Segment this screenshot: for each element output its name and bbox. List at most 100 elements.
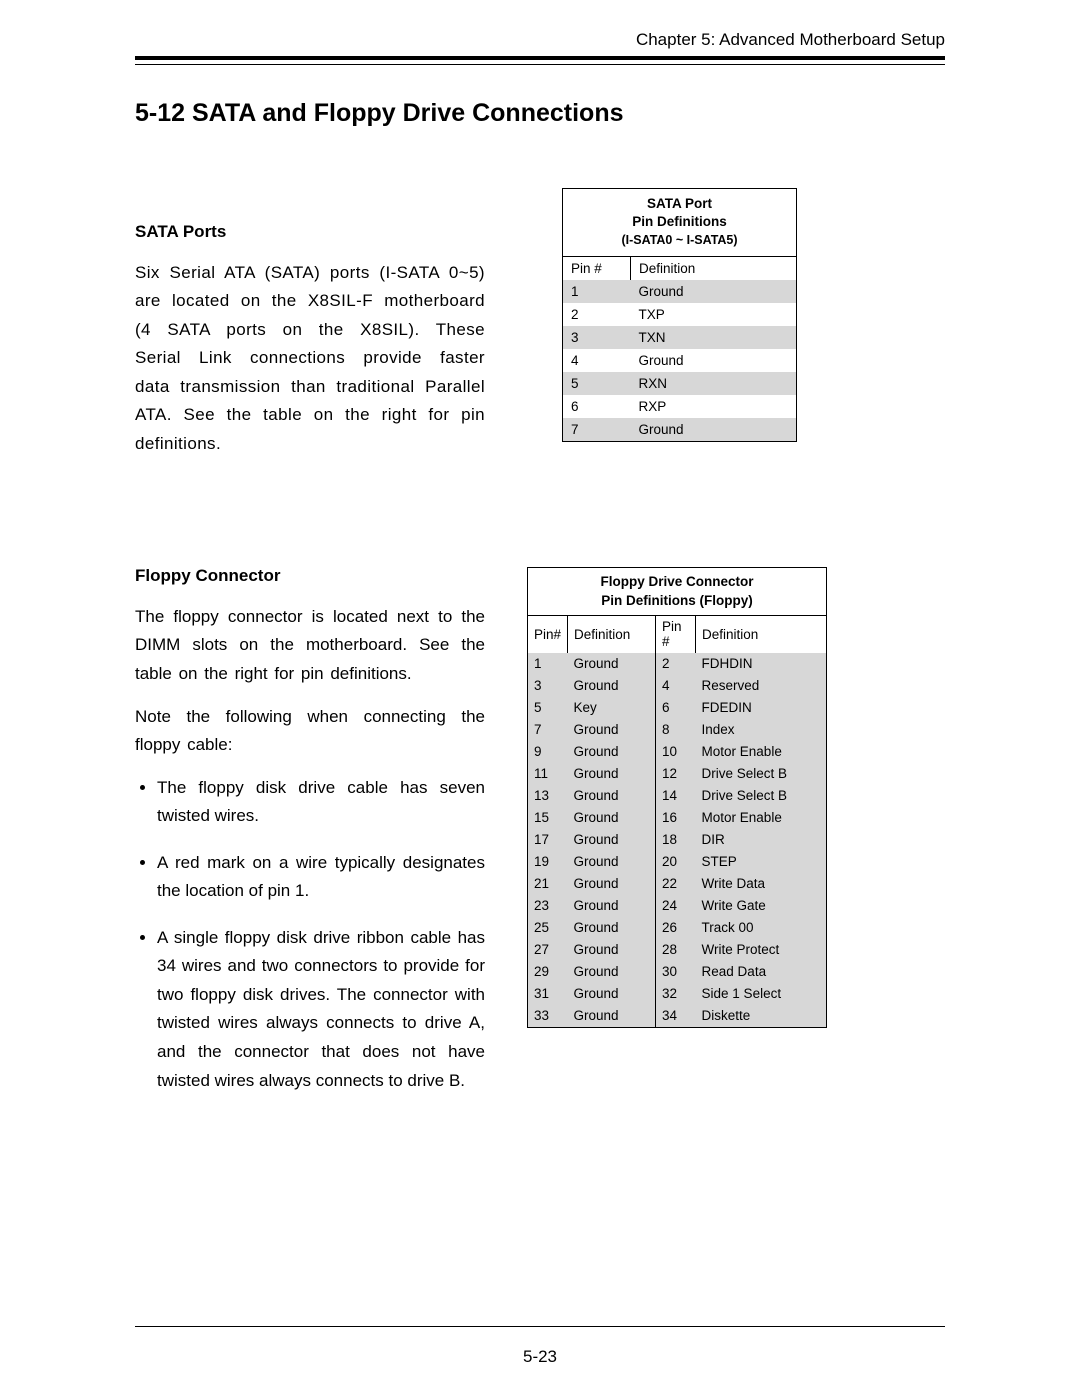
floppy-def: Ground	[568, 785, 656, 807]
floppy-pin: 32	[656, 983, 696, 1005]
floppy-paragraph-1: The floppy connector is located next to …	[135, 603, 485, 689]
floppy-col-pin2: Pin #	[656, 615, 696, 653]
floppy-pin: 18	[656, 829, 696, 851]
header-rule	[135, 56, 945, 65]
floppy-pin: 9	[528, 741, 568, 763]
floppy-def: Diskette	[696, 1005, 827, 1028]
sata-paragraph: Six Serial ATA (SATA) ports (I-SATA 0~5)…	[135, 259, 485, 459]
floppy-pin: 1	[528, 653, 568, 675]
floppy-def: Ground	[568, 675, 656, 697]
floppy-def: Write Data	[696, 873, 827, 895]
floppy-pin: 11	[528, 763, 568, 785]
floppy-bullet: The floppy disk drive cable has seven tw…	[157, 774, 485, 831]
sata-pin: 3	[563, 326, 631, 349]
sata-pin: 5	[563, 372, 631, 395]
floppy-def: Write Protect	[696, 939, 827, 961]
floppy-bullet: A single floppy disk drive ribbon cable …	[157, 924, 485, 1095]
floppy-def: Ground	[568, 917, 656, 939]
floppy-pin: 8	[656, 719, 696, 741]
floppy-def: Ground	[568, 829, 656, 851]
floppy-pin: 26	[656, 917, 696, 939]
floppy-def: Ground	[568, 1005, 656, 1028]
floppy-def: Ground	[568, 653, 656, 675]
floppy-def: Read Data	[696, 961, 827, 983]
floppy-def: Side 1 Select	[696, 983, 827, 1005]
floppy-def: Reserved	[696, 675, 827, 697]
floppy-def: Track 00	[696, 917, 827, 939]
floppy-def: DIR	[696, 829, 827, 851]
sata-col-pin: Pin #	[563, 256, 631, 280]
floppy-def: Key	[568, 697, 656, 719]
floppy-pin: 28	[656, 939, 696, 961]
floppy-pin: 6	[656, 697, 696, 719]
floppy-def: Ground	[568, 851, 656, 873]
floppy-def: STEP	[696, 851, 827, 873]
sata-pin: 1	[563, 280, 631, 303]
floppy-pin: 7	[528, 719, 568, 741]
floppy-pin: 13	[528, 785, 568, 807]
floppy-pin: 30	[656, 961, 696, 983]
floppy-pin: 24	[656, 895, 696, 917]
floppy-def: Ground	[568, 895, 656, 917]
floppy-col-def2: Definition	[696, 615, 827, 653]
sata-pin: 2	[563, 303, 631, 326]
floppy-pin: 29	[528, 961, 568, 983]
floppy-pin: 20	[656, 851, 696, 873]
floppy-bullet: A red mark on a wire typically designate…	[157, 849, 485, 906]
floppy-pin: 34	[656, 1005, 696, 1028]
sata-table-title: SATA PortPin Definitions(I-SATA0 ~ I-SAT…	[563, 189, 797, 257]
floppy-pin: 10	[656, 741, 696, 763]
floppy-pin: 27	[528, 939, 568, 961]
floppy-pin: 4	[656, 675, 696, 697]
sata-pin: 6	[563, 395, 631, 418]
floppy-def: Write Gate	[696, 895, 827, 917]
floppy-pin: 22	[656, 873, 696, 895]
floppy-pin: 23	[528, 895, 568, 917]
floppy-def: Ground	[568, 763, 656, 785]
floppy-def: Ground	[568, 983, 656, 1005]
sata-def: RXP	[631, 395, 797, 418]
floppy-pin: 16	[656, 807, 696, 829]
floppy-pin: 15	[528, 807, 568, 829]
floppy-def: FDEDIN	[696, 697, 827, 719]
floppy-bullets: The floppy disk drive cable has seven tw…	[135, 774, 485, 1095]
floppy-pin: 21	[528, 873, 568, 895]
floppy-def: Ground	[568, 741, 656, 763]
sata-table: SATA PortPin Definitions(I-SATA0 ~ I-SAT…	[562, 188, 797, 442]
floppy-pin: 17	[528, 829, 568, 851]
floppy-def: Ground	[568, 719, 656, 741]
sata-pin: 4	[563, 349, 631, 372]
sata-pin: 7	[563, 418, 631, 442]
floppy-table: Floppy Drive ConnectorPin Definitions (F…	[527, 567, 827, 1027]
sata-def: Ground	[631, 349, 797, 372]
floppy-table-title: Floppy Drive ConnectorPin Definitions (F…	[528, 568, 827, 615]
floppy-pin: 25	[528, 917, 568, 939]
floppy-paragraph-2: Note the following when connecting the f…	[135, 703, 485, 760]
floppy-pin: 2	[656, 653, 696, 675]
floppy-col-def1: Definition	[568, 615, 656, 653]
floppy-pin: 12	[656, 763, 696, 785]
floppy-pin: 33	[528, 1005, 568, 1028]
floppy-def: Ground	[568, 939, 656, 961]
floppy-def: FDHDIN	[696, 653, 827, 675]
floppy-pin: 14	[656, 785, 696, 807]
floppy-def: Index	[696, 719, 827, 741]
sata-def: TXP	[631, 303, 797, 326]
floppy-pin: 19	[528, 851, 568, 873]
sata-def: RXN	[631, 372, 797, 395]
section-title: 5-12 SATA and Floppy Drive Connections	[135, 99, 945, 128]
floppy-def: Ground	[568, 961, 656, 983]
floppy-pin: 3	[528, 675, 568, 697]
sata-section: SATA Ports Six Serial ATA (SATA) ports (…	[135, 218, 945, 472]
floppy-def: Drive Select B	[696, 763, 827, 785]
floppy-section: Floppy Connector The floppy connector is…	[135, 562, 945, 1113]
sata-col-def: Definition	[631, 256, 797, 280]
floppy-def: Ground	[568, 873, 656, 895]
floppy-def: Motor Enable	[696, 807, 827, 829]
floppy-def: Motor Enable	[696, 741, 827, 763]
floppy-pin: 5	[528, 697, 568, 719]
floppy-def: Drive Select B	[696, 785, 827, 807]
floppy-def: Ground	[568, 807, 656, 829]
sata-def: TXN	[631, 326, 797, 349]
floppy-col-pin1: Pin#	[528, 615, 568, 653]
